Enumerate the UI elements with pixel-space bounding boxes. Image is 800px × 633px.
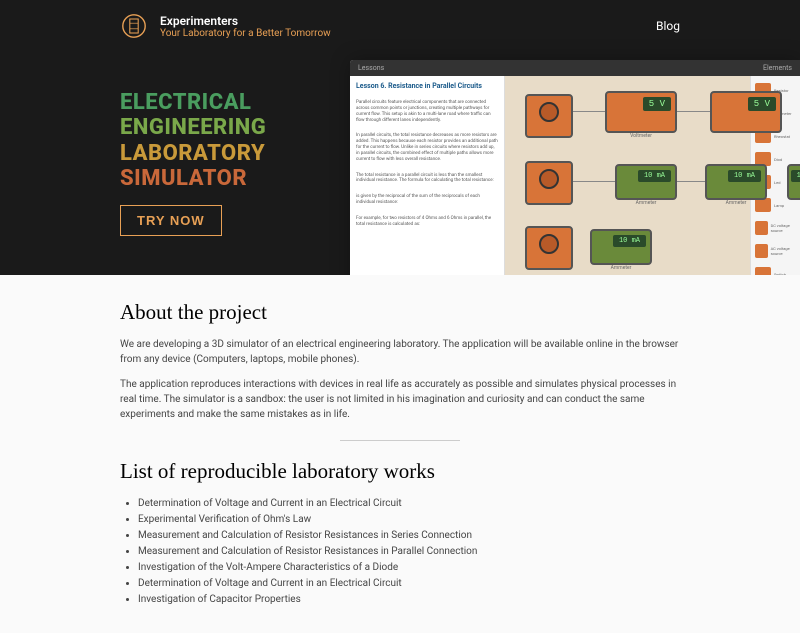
lesson-sec3: Calculating Total Resistance: (356, 166, 498, 172)
lesson-sec2: Resistance in Parallel: (356, 126, 498, 132)
sim-canvas[interactable]: 5 VVoltmeter 5 V 10 mAAmmeter 10 mAAmmet… (505, 76, 750, 275)
section-divider (340, 440, 460, 441)
works-item: Measurement and Calculation of Resistor … (138, 528, 680, 544)
works-list: Determination of Voltage and Current in … (120, 496, 680, 608)
hero-left: ELECTRICAL ENGINEERING LABORATORY SIMULA… (120, 60, 320, 275)
lesson-formula3: Rtotal = (4·6)/(4+6) = 2.4 Ohms (356, 230, 498, 236)
works-item: Determination of Voltage and Current in … (138, 576, 680, 592)
element-label: Switch (774, 272, 786, 276)
title-line-2: ENGINEERING (120, 115, 320, 140)
about-p1: We are developing a 3D simulator of an e… (120, 337, 680, 367)
works-item: Investigation of the Volt-Ampere Charact… (138, 560, 680, 576)
voltmeter-2[interactable]: 5 V (710, 91, 782, 133)
element-icon (755, 221, 768, 235)
element-item[interactable]: AC voltage source (755, 241, 796, 261)
amm1-reading: 10 mA (638, 170, 671, 182)
content-section: About the project We are developing a 3D… (0, 275, 800, 633)
rheostat-1[interactable] (525, 94, 573, 138)
about-heading: About the project (120, 300, 680, 325)
brand-name: Experimenters (160, 14, 656, 28)
rheostat-3[interactable] (525, 226, 573, 270)
works-item: Determination of Voltage and Current in … (138, 496, 680, 512)
lesson-title: Lesson 6. Resistance in Parallel Circuit… (356, 82, 498, 90)
lesson-p1: Parallel circuits feature electrical com… (356, 100, 498, 123)
ammeter-4[interactable]: 10 mAAmmeter (590, 229, 652, 265)
rheostat-2[interactable] (525, 161, 573, 205)
blog-link[interactable]: Blog (656, 19, 680, 33)
simulator-screenshot: Lessons Elements Lesson 6. Resistance in… (350, 60, 800, 275)
element-label: AC voltage source (771, 246, 796, 256)
try-now-button[interactable]: TRY NOW (120, 205, 222, 236)
element-label: Rheostat (774, 134, 790, 139)
lesson-p5: For example, for two resistors of 4 Ohms… (356, 216, 498, 228)
title-line-4: SIMULATOR (120, 166, 320, 191)
works-item: Measurement and Calculation of Resistor … (138, 544, 680, 560)
sim-topbar: Lessons Elements (350, 60, 800, 76)
works-heading: List of reproducible laboratory works (120, 459, 680, 484)
element-item[interactable]: DC voltage source (755, 218, 796, 238)
volt1-reading: 5 V (643, 97, 671, 111)
ammeter-3[interactable]: 10 (787, 164, 800, 200)
nav-bar: Experimenters Your Laboratory for a Bett… (0, 12, 800, 40)
lesson-formula2: Rtotal = 1/(1/R1 + 1/R2) (356, 208, 498, 214)
title-line-1: ELECTRICAL (120, 90, 320, 115)
element-label: DC voltage source (771, 223, 796, 233)
amm3-reading: 10 (791, 170, 800, 182)
ammeter-1[interactable]: 10 mAAmmeter (615, 164, 677, 200)
lessons-tab[interactable]: Lessons (358, 64, 384, 72)
works-item: Experimental Verification of Ohm's Law (138, 512, 680, 528)
ammeter-2[interactable]: 10 mAAmmeter (705, 164, 767, 200)
logo-icon (120, 12, 148, 40)
brand-block: Experimenters Your Laboratory for a Bett… (160, 14, 656, 39)
element-icon (755, 198, 771, 212)
element-label: Lamp (774, 203, 784, 208)
lesson-p4: is given by the reciprocal of the sum of… (356, 194, 498, 206)
hero-title: ELECTRICAL ENGINEERING LABORATORY SIMULA… (120, 90, 320, 191)
sim-body: Lesson 6. Resistance in Parallel Circuit… (350, 76, 800, 275)
element-label: Diod (774, 157, 782, 162)
voltmeter-1[interactable]: 5 VVoltmeter (605, 91, 677, 133)
amm2-reading: 10 mA (728, 170, 761, 182)
brand-tagline: Your Laboratory for a Better Tomorrow (160, 28, 656, 39)
element-icon (755, 267, 771, 275)
works-item: Investigation of Capacitor Properties (138, 592, 680, 608)
lesson-formula1: 1/Rtotal = 1/R1 + 1/R2 + ... + 1/Rn (356, 186, 498, 192)
lesson-sec1: Introduction to Parallel Circuits: (356, 93, 498, 99)
amm4-reading: 10 mA (613, 235, 646, 247)
title-line-3: LABORATORY (120, 141, 320, 166)
volt2-reading: 5 V (748, 97, 776, 111)
hero-main: ELECTRICAL ENGINEERING LABORATORY SIMULA… (0, 40, 800, 275)
element-icon (755, 244, 768, 258)
element-label: Led (774, 180, 781, 185)
lesson-p2: In parallel circuits, the total resistan… (356, 133, 498, 162)
about-p2: The application reproduces interactions … (120, 377, 680, 422)
hero-section: Experimenters Your Laboratory for a Bett… (0, 0, 800, 275)
lesson-p3: The total resistance in a parallel circu… (356, 173, 498, 185)
element-item[interactable]: Switch (755, 264, 796, 275)
lesson-panel: Lesson 6. Resistance in Parallel Circuit… (350, 76, 505, 275)
elements-tab[interactable]: Elements (763, 64, 792, 72)
